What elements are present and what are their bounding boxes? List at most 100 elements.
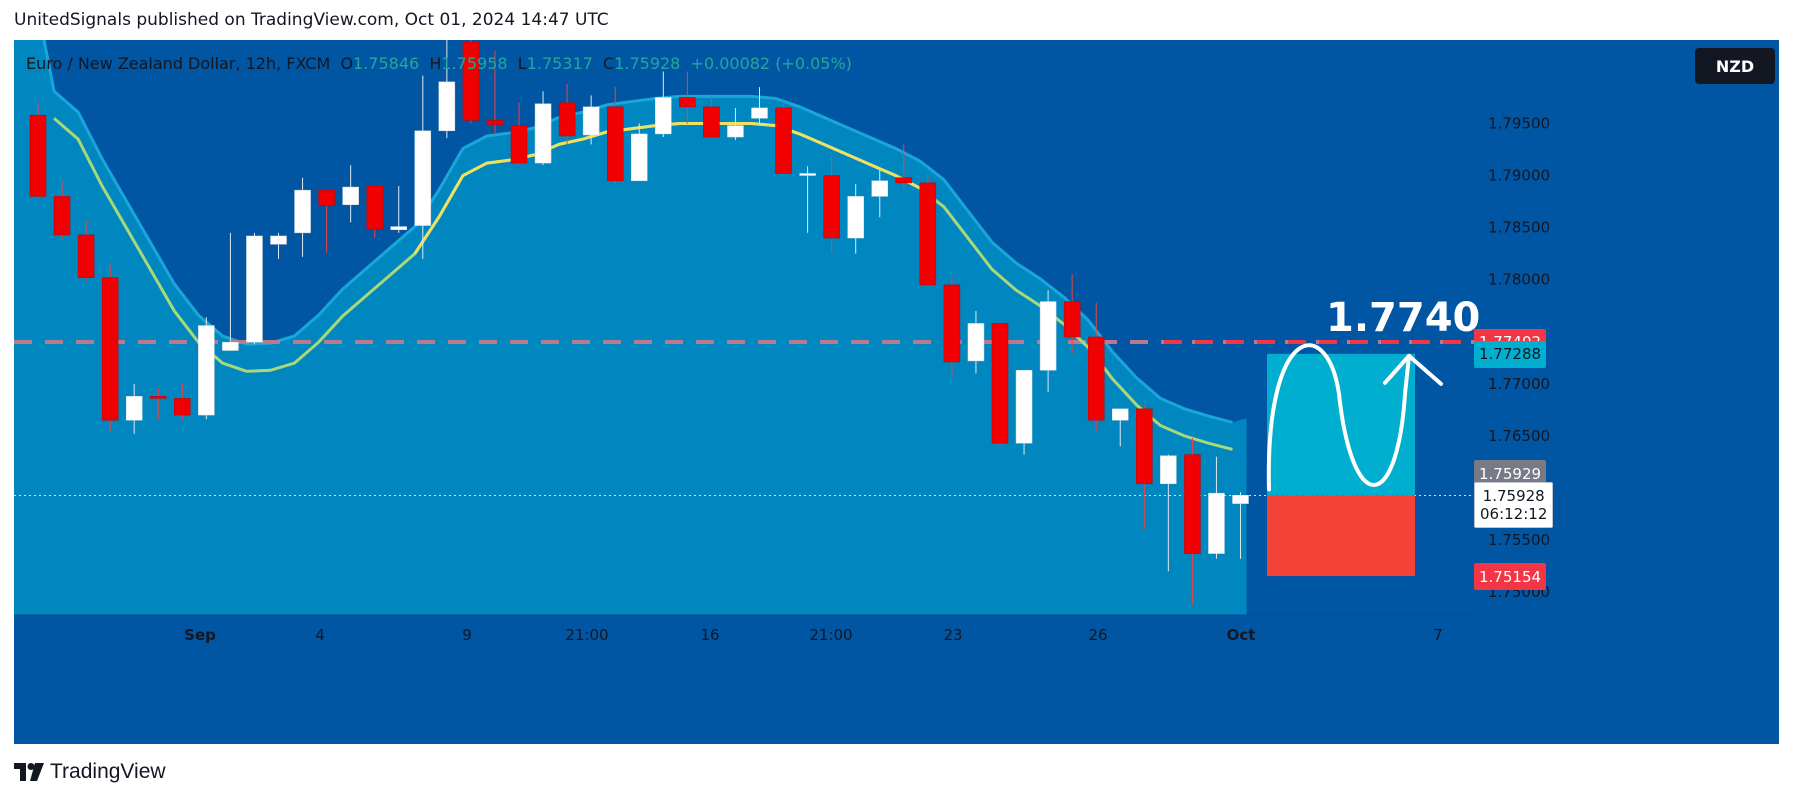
close-value: 1.75928	[614, 54, 681, 73]
symbol-name: Euro / New Zealand Dollar, 12h, FXCM	[26, 54, 331, 73]
candle-body	[727, 125, 744, 138]
target-layer	[14, 339, 1474, 496]
candle-body	[1112, 408, 1129, 421]
candle	[631, 123, 648, 182]
candle	[294, 177, 311, 257]
candle	[438, 40, 456, 139]
candle-body	[1208, 492, 1225, 554]
candle	[101, 264, 119, 432]
candle	[318, 189, 335, 253]
candle	[125, 383, 143, 434]
candle-body	[101, 277, 119, 421]
candle-body	[318, 189, 335, 207]
currency-button[interactable]: NZD	[1695, 48, 1775, 84]
candle-body	[150, 396, 167, 399]
low-label: L	[517, 54, 527, 73]
candle	[150, 387, 167, 420]
candle-body	[125, 396, 143, 421]
candle-body	[631, 133, 648, 182]
candle	[1015, 370, 1033, 455]
candle	[895, 144, 913, 190]
candle	[655, 71, 672, 138]
candle-body	[847, 196, 864, 239]
tradingview-brand: TradingView	[50, 760, 166, 783]
candle-body	[582, 106, 600, 136]
candle-body	[1015, 370, 1033, 444]
candle-body	[486, 120, 504, 125]
x-tick-label: 23	[943, 626, 962, 644]
symbol-legend: Euro / New Zealand Dollar, 12h, FXCM O1.…	[26, 54, 852, 73]
candle	[486, 50, 504, 133]
candle-body	[270, 235, 287, 245]
y-tick-label: 1.76500	[1488, 427, 1550, 445]
candle	[1208, 456, 1225, 559]
candle	[823, 154, 840, 254]
candle-body	[342, 186, 359, 205]
open-value: 1.75846	[353, 54, 420, 73]
candle	[414, 75, 432, 259]
candle	[775, 100, 792, 176]
candle-body	[558, 102, 576, 137]
bar-countdown: 06:12:12	[1480, 505, 1548, 524]
candle-body	[198, 325, 215, 416]
candle-body	[510, 125, 528, 164]
last-price-value: 1.75928	[1482, 487, 1545, 506]
candle-body	[1232, 495, 1249, 504]
candle-body	[775, 107, 792, 174]
x-tick-label: 4	[315, 626, 325, 644]
candle	[703, 94, 720, 139]
candle-body	[534, 103, 552, 164]
candle-body	[29, 114, 47, 197]
high-label: H	[429, 54, 442, 73]
candle	[847, 183, 864, 254]
open-label: O	[340, 54, 354, 73]
candle-body	[414, 130, 432, 226]
change-value: +0.00082 (+0.05%)	[690, 54, 852, 73]
y-tick-label: 1.75500	[1488, 531, 1550, 549]
y-tick-label: 1.78500	[1488, 219, 1550, 237]
candle	[558, 83, 576, 145]
candle-body	[246, 235, 263, 343]
chart-frame[interactable]: 1.7740 Sep 4 9 21:00 16 21:00 23 26 Oct 7 1.79500 1…	[14, 40, 1779, 744]
candle	[1112, 408, 1129, 447]
candle	[679, 71, 696, 124]
candle-body	[967, 323, 985, 362]
candle-body	[751, 107, 768, 119]
projection-arrow	[1383, 353, 1443, 386]
candle-body	[606, 106, 624, 182]
price-tag-stop: 1.75154	[1474, 563, 1547, 591]
candle-body	[679, 97, 696, 108]
y-tick-label: 1.79500	[1488, 115, 1550, 133]
candle-body	[895, 177, 913, 184]
candle-body	[799, 173, 816, 176]
price-tag-last: 1.75928 06:12:12	[1474, 482, 1554, 529]
x-tick-label: 7	[1433, 626, 1443, 644]
candle	[1039, 290, 1057, 393]
candle	[943, 276, 961, 378]
candle	[462, 40, 480, 124]
x-tick-label: 21:00	[565, 626, 608, 644]
candle	[1136, 404, 1153, 530]
candle-body	[1184, 454, 1201, 554]
candle	[246, 232, 263, 345]
candle	[270, 232, 287, 259]
candle	[342, 165, 359, 223]
candle-body	[294, 189, 311, 234]
x-tick-label: 21:00	[809, 626, 852, 644]
candle-body	[823, 175, 840, 239]
candle	[991, 321, 1009, 447]
candle-body	[703, 106, 720, 138]
candle	[582, 95, 600, 145]
tradingview-logo-icon	[14, 763, 44, 781]
tradingview-logo[interactable]: TradingView	[14, 760, 166, 784]
candle	[1232, 492, 1249, 559]
x-tick-label: Oct	[1227, 626, 1256, 644]
candle	[222, 232, 239, 351]
candle	[29, 102, 47, 199]
y-tick-label: 1.79000	[1488, 167, 1550, 185]
envelope-band	[14, 40, 1247, 615]
candle-body	[1136, 408, 1153, 485]
candle	[1087, 302, 1105, 431]
candle	[366, 185, 383, 239]
price-chart[interactable]: 1.7740 Sep 4 9 21:00 16 21:00 23 26 Oct 7 1.79500 1…	[14, 40, 1779, 744]
